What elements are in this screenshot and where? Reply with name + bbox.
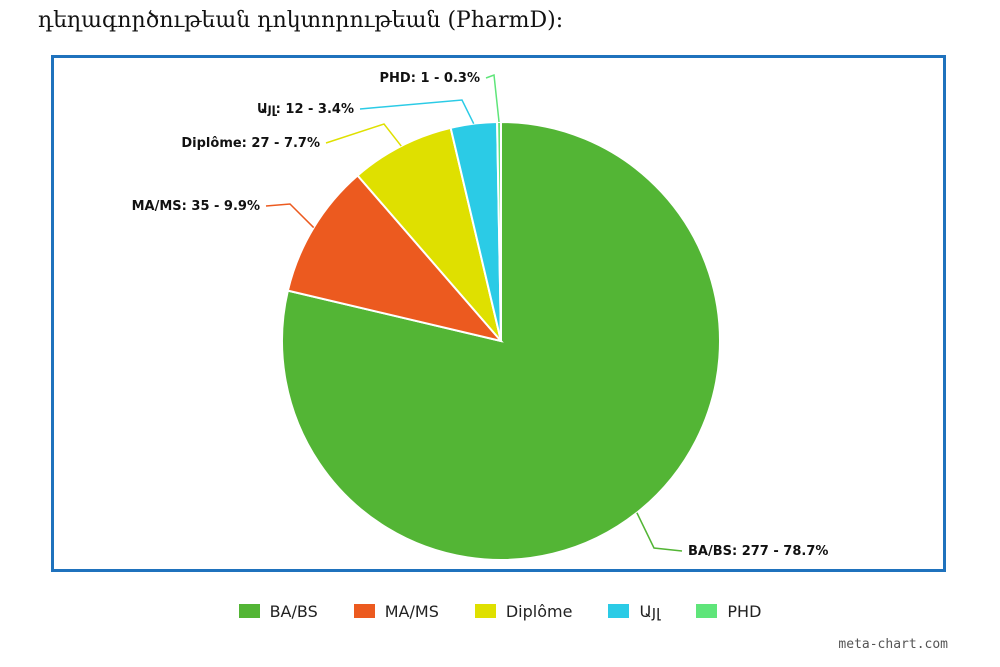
legend-item: Այլ bbox=[608, 602, 660, 621]
slice-callout-0: BA/BS: 277 - 78.7% bbox=[688, 544, 828, 559]
slice-callout-4: PHD: 1 - 0.3% bbox=[380, 71, 480, 86]
legend-label: BA/BS bbox=[269, 601, 318, 621]
legend-item: PHD bbox=[696, 602, 761, 621]
chart-frame: BA/BS: 277 - 78.7% MA/MS: 35 - 9.9% Diplôm… bbox=[51, 55, 946, 572]
legend-label: Այլ bbox=[639, 601, 661, 621]
legend-swatch bbox=[474, 604, 496, 618]
leader-line-2 bbox=[325, 123, 402, 147]
slice-callout-3: Այլ: 12 - 3.4% bbox=[257, 102, 354, 117]
watermark: meta-chart.com bbox=[838, 637, 948, 652]
leader-line-4 bbox=[485, 73, 500, 123]
pie-slice-ma-ms bbox=[286, 174, 504, 343]
legend-label: PHD bbox=[727, 601, 762, 621]
chart-legend: BA/BS MA/MS Diplôme Այլ PHD bbox=[0, 598, 1000, 624]
page-heading: դեղագործութեան դոկտորութեան (PharmD): bbox=[38, 8, 564, 33]
slice-callout-2: Diplôme: 27 - 7.7% bbox=[181, 136, 320, 151]
legend-item: BA/BS bbox=[238, 601, 318, 621]
pie-slice-dipl-me bbox=[356, 126, 502, 342]
legend-item: Diplôme bbox=[474, 601, 573, 621]
legend-item: MA/MS bbox=[353, 601, 439, 621]
legend-swatch bbox=[608, 604, 630, 618]
pie-slice-phd bbox=[496, 120, 502, 342]
legend-swatch bbox=[696, 604, 718, 618]
legend-swatch bbox=[353, 604, 375, 618]
slice-callout-1: MA/MS: 35 - 9.9% bbox=[132, 199, 260, 214]
leader-line-3 bbox=[359, 99, 475, 125]
legend-label: MA/MS bbox=[384, 601, 439, 621]
pie-chart: BA/BS: 277 - 78.7% MA/MS: 35 - 9.9% Diplôm… bbox=[132, 71, 828, 561]
leader-line-1 bbox=[265, 203, 315, 229]
legend-swatch bbox=[238, 604, 260, 618]
legend-label: Diplôme bbox=[505, 601, 573, 621]
leader-line-0 bbox=[636, 512, 683, 552]
